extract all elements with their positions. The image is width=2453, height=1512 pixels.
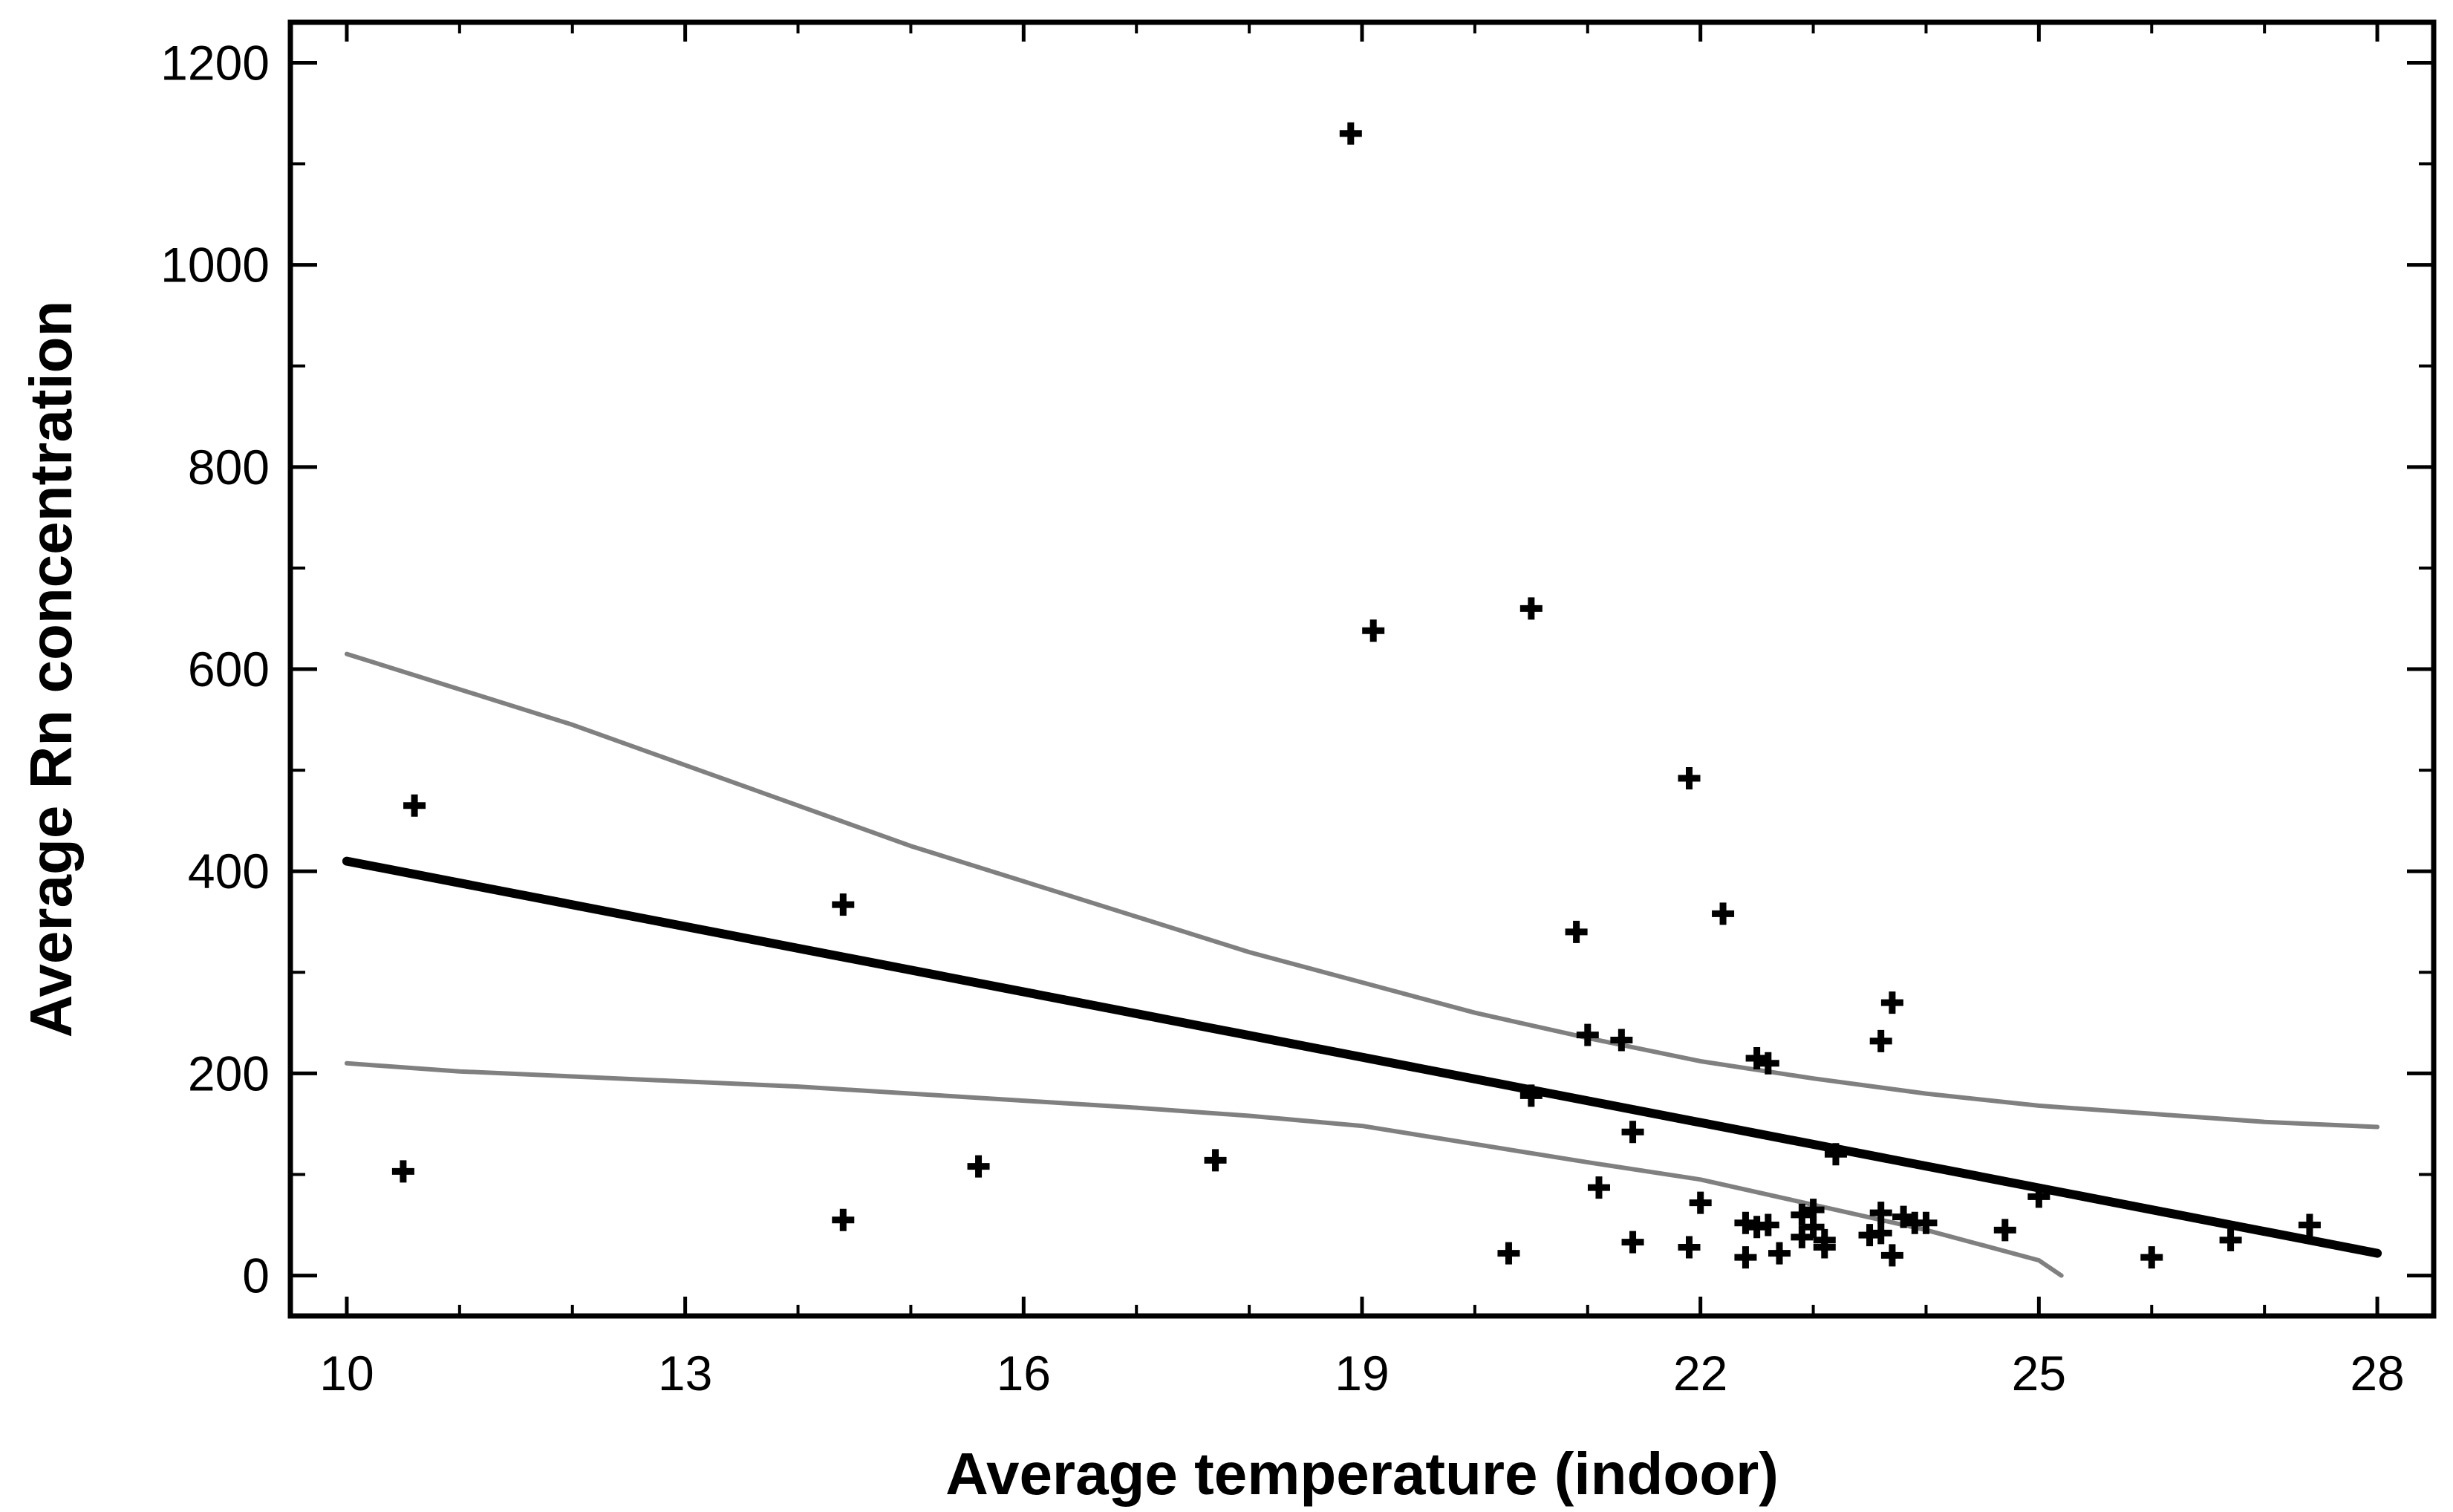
data-point	[1892, 1205, 1915, 1228]
data-point	[391, 1160, 414, 1183]
data-point	[2027, 1185, 2050, 1208]
data-point	[1824, 1143, 1847, 1166]
data-point	[832, 893, 855, 916]
data-point	[1791, 1203, 1814, 1226]
data-point	[1993, 1219, 2016, 1242]
data-point	[2298, 1213, 2321, 1236]
data-point	[1362, 619, 1385, 642]
data-point	[1204, 1149, 1227, 1172]
data-point	[1768, 1242, 1791, 1265]
data-point	[1734, 1246, 1757, 1269]
y-tick-label: 800	[188, 440, 270, 495]
data-point	[1497, 1242, 1520, 1265]
data-point	[1880, 991, 1903, 1014]
data-point	[1678, 766, 1701, 789]
data-point	[1610, 1029, 1633, 1052]
x-tick-label: 13	[658, 1346, 712, 1401]
data-point	[1339, 122, 1362, 145]
data-point	[1519, 1084, 1543, 1107]
x-tick-label: 28	[2350, 1346, 2404, 1401]
y-tick-label: 400	[188, 844, 270, 899]
data-point	[2140, 1246, 2163, 1269]
data-point	[1689, 1191, 1712, 1214]
x-tick-label: 10	[319, 1346, 374, 1401]
data-point	[1756, 1052, 1779, 1075]
upper-limit-line	[344, 651, 2380, 1130]
data-point	[1915, 1211, 1938, 1234]
data-point	[1734, 1211, 1757, 1234]
data-point	[1869, 1222, 1892, 1245]
data-point	[1791, 1225, 1814, 1248]
data-point	[2219, 1228, 2242, 1251]
y-tick-label: 1000	[160, 238, 270, 293]
x-tick-label: 22	[1673, 1346, 1727, 1401]
ticks-layer: 10 13 16 19 22 25 28 0 200 400 600 800 1000 1200	[160, 22, 2434, 1401]
data-point	[1802, 1216, 1825, 1239]
data-point	[1756, 1213, 1779, 1236]
x-axis-title: Average temperature (indoor)	[945, 1441, 1779, 1507]
data-point	[967, 1155, 990, 1178]
data-point	[1621, 1121, 1644, 1144]
data-point	[1565, 920, 1588, 943]
points-layer	[391, 122, 2321, 1269]
data-point	[1880, 1244, 1903, 1267]
data-point	[832, 1208, 855, 1231]
data-point	[1678, 1236, 1701, 1259]
y-tick-label: 0	[242, 1248, 270, 1303]
data-point	[403, 794, 426, 817]
x-tick-label: 19	[1335, 1346, 1389, 1401]
x-tick-label: 25	[2012, 1346, 2066, 1401]
y-tick-label: 1200	[160, 35, 270, 90]
data-point	[1519, 597, 1543, 620]
y-tick-label: 600	[188, 642, 270, 697]
data-point	[1576, 1023, 1599, 1046]
data-point	[1621, 1231, 1644, 1254]
lower-limit-line	[344, 1060, 2064, 1278]
data-point	[1587, 1176, 1610, 1199]
data-point	[1869, 1029, 1892, 1052]
y-axis-title: Average Rn concentration	[18, 301, 84, 1038]
x-tick-label: 16	[997, 1346, 1051, 1401]
data-point	[1712, 902, 1735, 925]
y-tick-label: 200	[188, 1046, 270, 1101]
data-point	[1745, 1046, 1768, 1069]
data-point	[1869, 1202, 1892, 1225]
data-point	[1813, 1228, 1836, 1251]
